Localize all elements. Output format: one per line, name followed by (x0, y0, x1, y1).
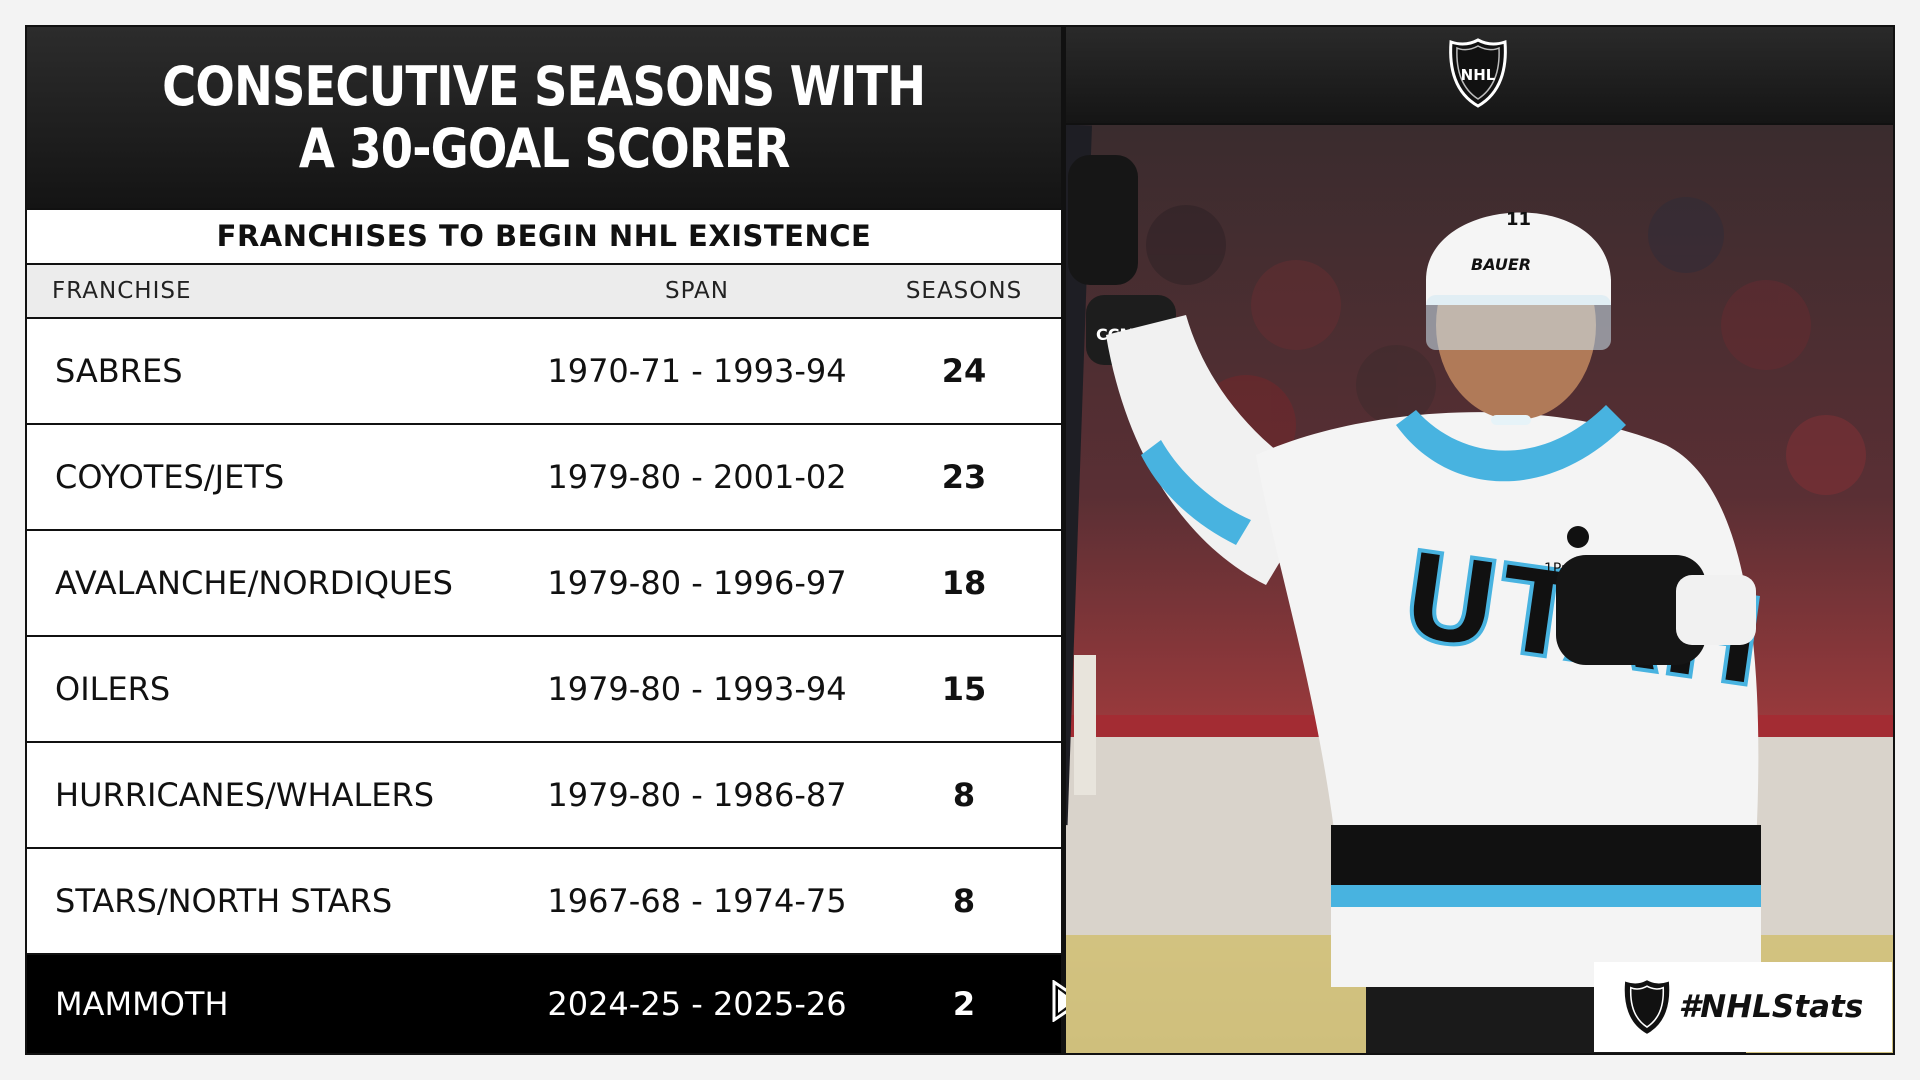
nhl-shield-icon (1624, 980, 1669, 1034)
column-header-span: SPAN (665, 278, 729, 304)
franchise-cell: MAMMOTH (55, 985, 229, 1023)
span-cell: 1979-80 - 1993-94 (547, 670, 847, 708)
seasons-cell: 18 (941, 564, 987, 602)
table-row: HURRICANES/WHALERS 1979-80 - 1986-87 8 (27, 743, 1061, 847)
table-row: OILERS 1979-80 - 1993-94 15 (27, 637, 1061, 741)
subtitle: FRANCHISES TO BEGIN NHL EXISTENCE (27, 210, 1061, 263)
table-row-highlighted: MAMMOTH 2024-25 - 2025-26 2 (27, 955, 1061, 1053)
span-cell: 1967-68 - 1974-75 (547, 882, 847, 920)
player-illustration: CCM UTAH 1Password 11 BAUER (1066, 125, 1893, 1053)
franchise-cell: COYOTES/JETS (55, 458, 285, 496)
title-banner: CONSECUTIVE SEASONS WITH A 30-GOAL SCORE… (27, 27, 1061, 208)
seasons-cell: 8 (952, 776, 976, 814)
span-cell: 1970-71 - 1993-94 (547, 352, 847, 390)
seasons-cell: 23 (941, 458, 987, 496)
nhl-logo-text: NHL (1461, 66, 1496, 84)
table-row: STARS/NORTH STARS 1967-68 - 1974-75 8 (27, 849, 1061, 953)
title-line-2: A 30-GOAL SCORER (298, 116, 790, 180)
span-cell: 1979-80 - 2001-02 (547, 458, 847, 496)
table-row: COYOTES/JETS 1979-80 - 2001-02 23 (27, 425, 1061, 529)
franchise-cell: OILERS (55, 670, 171, 708)
hashtag-text: #NHLStats (1678, 989, 1864, 1025)
table-header: FRANCHISE SPAN SEASONS (27, 265, 1061, 317)
span-cell: 1979-80 - 1996-97 (547, 564, 847, 602)
nhl-shield-icon: NHL (1449, 38, 1507, 108)
franchise-cell: SABRES (55, 352, 183, 390)
franchise-cell: STARS/NORTH STARS (55, 882, 393, 920)
title-line-1: CONSECUTIVE SEASONS WITH (162, 54, 926, 118)
span-cell: 2024-25 - 2025-26 (547, 985, 847, 1023)
column-header-seasons: SEASONS (905, 278, 1023, 304)
span-cell: 1979-80 - 1986-87 (547, 776, 847, 814)
helmet-brand: BAUER (1471, 255, 1531, 274)
seasons-cell: 8 (952, 882, 976, 920)
seasons-cell: 24 (941, 352, 987, 390)
player-photo: CCM UTAH 1Password 11 BAUER (1066, 125, 1893, 1053)
seasons-cell: 2 (952, 985, 976, 1023)
column-header-franchise: FRANCHISE (52, 278, 192, 304)
jersey-number: 11 (1506, 209, 1531, 230)
franchise-cell: HURRICANES/WHALERS (55, 776, 435, 814)
seasons-cell: 15 (941, 670, 987, 708)
table-row: SABRES 1970-71 - 1993-94 24 (27, 319, 1061, 423)
stats-panel: CONSECUTIVE SEASONS WITH A 30-GOAL SCORE… (27, 27, 1061, 1053)
franchise-cell: AVALANCHE/NORDIQUES (55, 564, 453, 602)
hashtag-badge: #NHLStats (1594, 962, 1892, 1052)
table-row: AVALANCHE/NORDIQUES 1979-80 - 1996-97 18 (27, 531, 1061, 635)
